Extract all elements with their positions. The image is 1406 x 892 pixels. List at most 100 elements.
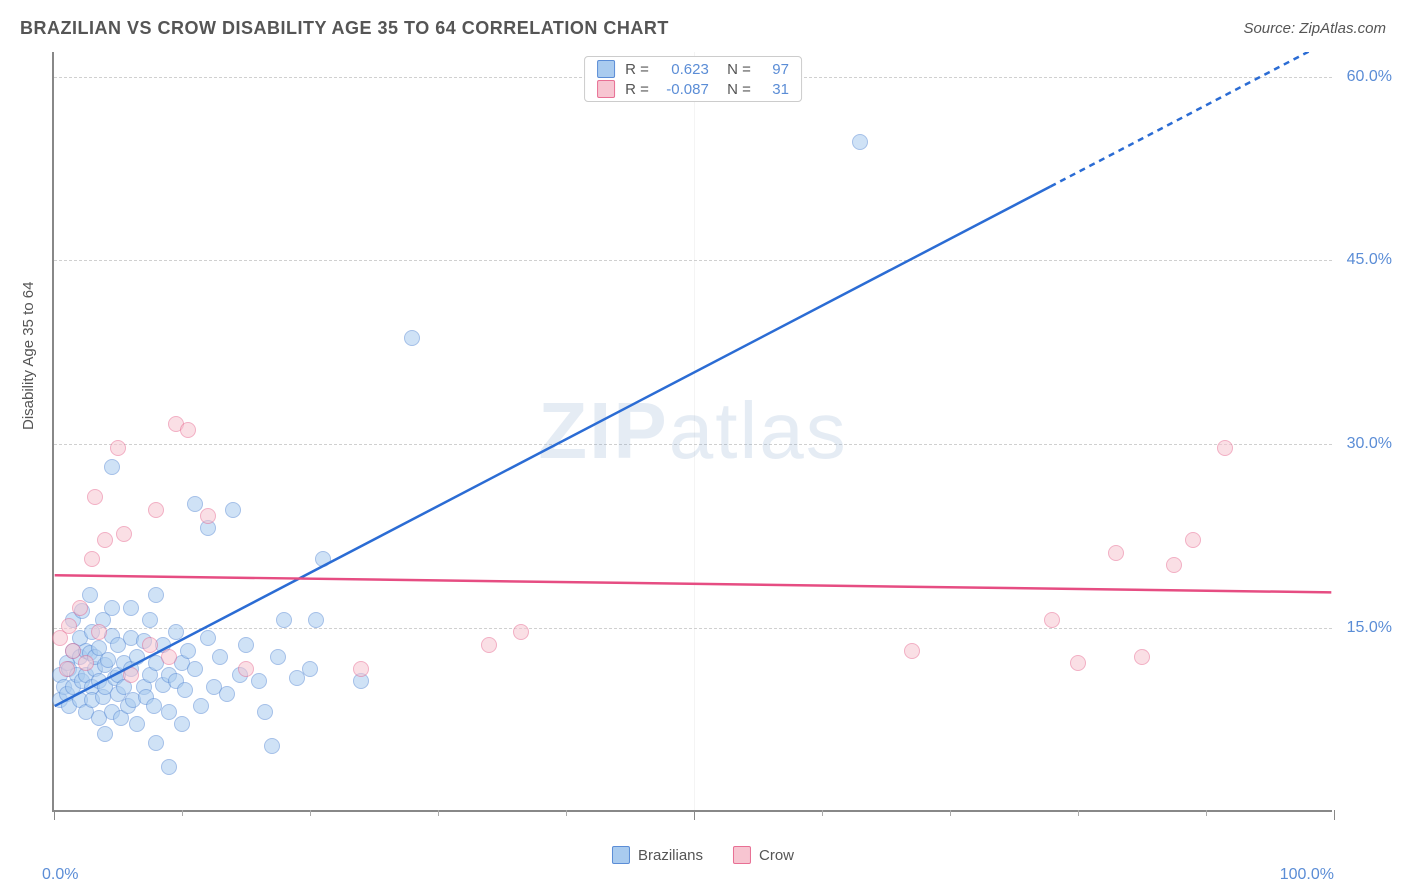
data-point bbox=[315, 551, 331, 567]
data-point bbox=[142, 637, 158, 653]
data-point bbox=[146, 698, 162, 714]
data-point bbox=[270, 649, 286, 665]
data-point bbox=[168, 624, 184, 640]
x-axis-min-label: 0.0% bbox=[42, 866, 78, 884]
legend-item: Brazilians bbox=[612, 846, 703, 864]
watermark: ZIPatlas bbox=[538, 385, 847, 477]
stats-n-label: N = bbox=[719, 61, 751, 78]
data-point bbox=[148, 587, 164, 603]
data-point bbox=[97, 532, 113, 548]
gridline bbox=[54, 444, 1332, 445]
data-point bbox=[177, 682, 193, 698]
data-point bbox=[161, 759, 177, 775]
stats-row: R = 0.623 N = 97 bbox=[597, 59, 789, 79]
y-tick-label: 30.0% bbox=[1347, 435, 1392, 453]
data-point bbox=[123, 600, 139, 616]
data-point bbox=[1070, 655, 1086, 671]
stats-r-value: -0.087 bbox=[659, 81, 709, 98]
x-divider bbox=[694, 52, 695, 810]
data-point bbox=[61, 618, 77, 634]
stats-r-label: R = bbox=[625, 61, 649, 78]
legend-swatch bbox=[597, 80, 615, 98]
x-tick-minor bbox=[822, 810, 823, 816]
data-point bbox=[180, 643, 196, 659]
data-point bbox=[193, 698, 209, 714]
data-point bbox=[1217, 440, 1233, 456]
x-tick-minor bbox=[438, 810, 439, 816]
data-point bbox=[1108, 545, 1124, 561]
data-point bbox=[78, 655, 94, 671]
data-point bbox=[59, 661, 75, 677]
x-axis-max-label: 100.0% bbox=[1280, 866, 1334, 884]
y-tick-label: 15.0% bbox=[1347, 619, 1392, 637]
data-point bbox=[180, 422, 196, 438]
data-point bbox=[174, 716, 190, 732]
data-point bbox=[238, 637, 254, 653]
data-point bbox=[257, 704, 273, 720]
stats-n-value: 31 bbox=[761, 81, 789, 98]
x-tick-minor bbox=[182, 810, 183, 816]
legend-swatch bbox=[733, 846, 751, 864]
data-point bbox=[161, 704, 177, 720]
data-point bbox=[142, 612, 158, 628]
data-point bbox=[264, 738, 280, 754]
data-point bbox=[65, 643, 81, 659]
regression-line-extrapolated bbox=[1050, 52, 1331, 186]
stats-n-label: N = bbox=[719, 81, 751, 98]
data-point bbox=[161, 649, 177, 665]
x-tick-minor bbox=[310, 810, 311, 816]
data-point bbox=[123, 667, 139, 683]
header: BRAZILIAN VS CROW DISABILITY AGE 35 TO 6… bbox=[20, 18, 1386, 39]
data-point bbox=[129, 649, 145, 665]
data-point bbox=[97, 726, 113, 742]
data-point bbox=[148, 502, 164, 518]
data-point bbox=[513, 624, 529, 640]
data-point bbox=[91, 624, 107, 640]
data-point bbox=[219, 686, 235, 702]
data-point bbox=[187, 661, 203, 677]
data-point bbox=[200, 508, 216, 524]
series-legend: Brazilians Crow bbox=[612, 846, 794, 864]
stats-r-label: R = bbox=[625, 81, 649, 98]
data-point bbox=[1044, 612, 1060, 628]
gridline bbox=[54, 628, 1332, 629]
data-point bbox=[225, 502, 241, 518]
x-tick-minor bbox=[1078, 810, 1079, 816]
watermark-bold: ZIP bbox=[538, 386, 668, 475]
data-point bbox=[852, 134, 868, 150]
x-tick bbox=[54, 810, 55, 820]
legend-item: Crow bbox=[733, 846, 794, 864]
data-point bbox=[251, 673, 267, 689]
chart-title: BRAZILIAN VS CROW DISABILITY AGE 35 TO 6… bbox=[20, 18, 669, 39]
data-point bbox=[187, 496, 203, 512]
data-point bbox=[212, 649, 228, 665]
y-axis-label: Disability Age 35 to 64 bbox=[20, 282, 37, 430]
data-point bbox=[84, 551, 100, 567]
data-point bbox=[200, 630, 216, 646]
scatter-chart: ZIPatlas R =0.623 N =97R =-0.087 N =31 1… bbox=[52, 52, 1332, 812]
data-point bbox=[104, 459, 120, 475]
legend-swatch bbox=[597, 60, 615, 78]
data-point bbox=[100, 652, 116, 668]
x-tick bbox=[694, 810, 695, 820]
data-point bbox=[1185, 532, 1201, 548]
stats-legend: R = 0.623 N = 97 R = -0.087 N = 31 bbox=[584, 56, 802, 102]
data-point bbox=[116, 526, 132, 542]
legend-label: Brazilians bbox=[638, 847, 703, 864]
stats-n-value: 97 bbox=[761, 61, 789, 78]
data-point bbox=[72, 600, 88, 616]
data-point bbox=[1134, 649, 1150, 665]
y-tick-label: 45.0% bbox=[1347, 251, 1392, 269]
data-point bbox=[276, 612, 292, 628]
source-label: Source: ZipAtlas.com bbox=[1243, 20, 1386, 37]
x-tick-minor bbox=[950, 810, 951, 816]
data-point bbox=[404, 330, 420, 346]
stats-row: R = -0.087 N = 31 bbox=[597, 79, 789, 99]
regression-lines bbox=[54, 52, 1332, 810]
x-tick-minor bbox=[1206, 810, 1207, 816]
stats-r-value: 0.623 bbox=[659, 61, 709, 78]
data-point bbox=[110, 440, 126, 456]
legend-swatch bbox=[612, 846, 630, 864]
data-point bbox=[104, 600, 120, 616]
data-point bbox=[353, 661, 369, 677]
